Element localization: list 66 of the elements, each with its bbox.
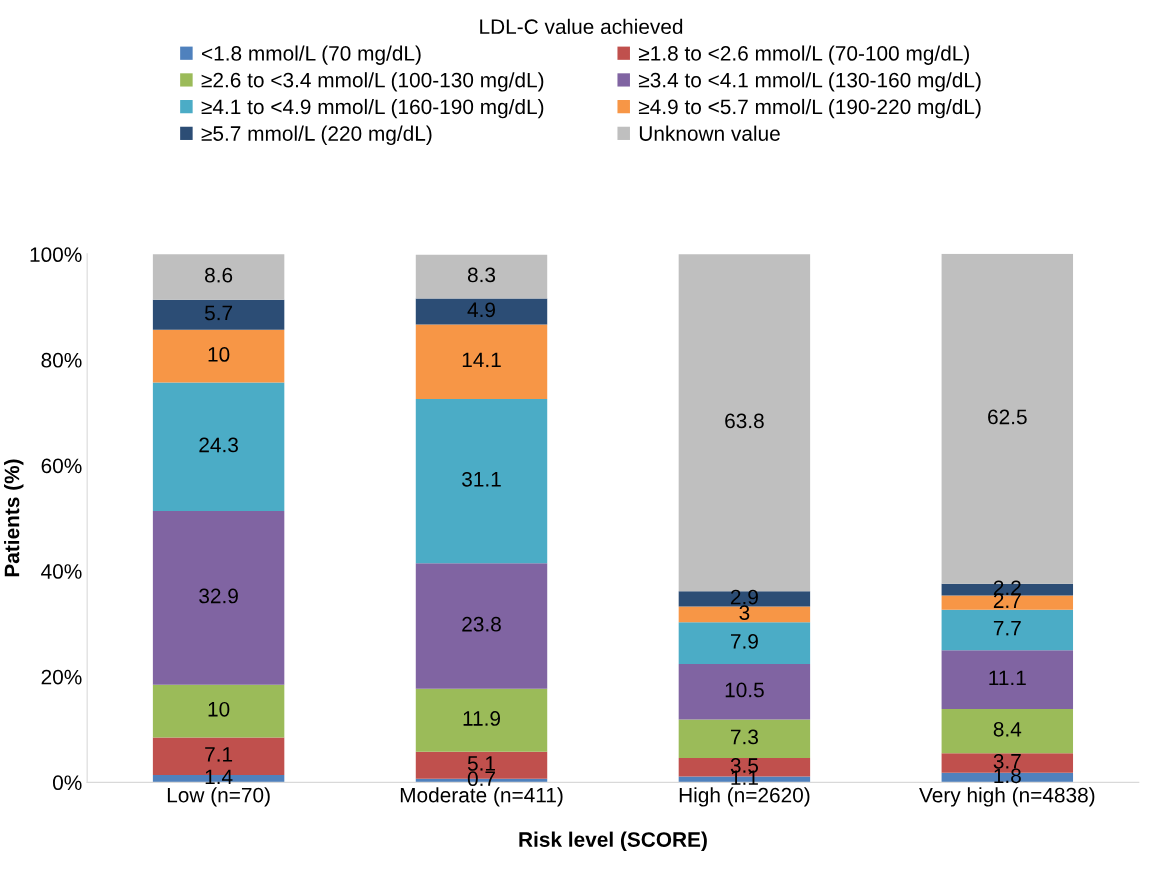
legend-title: LDL-C value achieved	[480, 18, 683, 35]
bar	[415, 688, 548, 752]
bar	[678, 664, 811, 720]
bar	[678, 606, 811, 623]
bar	[678, 719, 811, 759]
y-axis-title: Patients (%)	[4, 459, 24, 577]
data-label: 11.9	[463, 711, 501, 726]
legend-label: ≥1.8 to <2.6 mmol/L (70-100 mg/dL)	[638, 45, 969, 65]
legend-label: ≥4.1 to <4.9 mmol/L (160-190 mg/dL)	[201, 98, 544, 119]
data-label: 5.7	[204, 305, 233, 321]
data-label: 7.7	[993, 621, 1021, 636]
data-label: 23.8	[462, 616, 501, 632]
data-label: 10	[208, 701, 230, 717]
bar	[152, 382, 285, 511]
data-label: 8.6	[205, 267, 233, 283]
y-tick-label: 40%	[41, 564, 82, 579]
legend-label: ≥5.7 mmol/L (220 mg/dL)	[201, 125, 432, 146]
bar	[152, 684, 285, 738]
legend-label: Unknown value	[639, 125, 780, 141]
data-label: 8.4	[993, 721, 1022, 737]
bar	[941, 708, 1074, 754]
x-tick-label: Low (n=70)	[167, 787, 270, 807]
data-label: 3.7	[993, 753, 1021, 769]
x-tick-label: Moderate (n=411)	[400, 787, 563, 807]
bar	[415, 254, 548, 299]
data-label: 62.5	[988, 409, 1027, 425]
data-label: 31.1	[462, 471, 501, 487]
bar	[152, 329, 285, 383]
x-axis-title: Risk level (SCORE)	[519, 831, 707, 852]
data-label: 7.3	[730, 729, 758, 745]
data-label: 7.1	[205, 747, 233, 762]
bar	[152, 510, 285, 685]
bar	[152, 299, 285, 330]
y-tick-label: 100%	[30, 247, 82, 263]
data-label: 10	[208, 347, 230, 362]
y-tick-label: 60%	[41, 458, 82, 474]
legend-label: ≥3.4 to <4.1 mmol/L (130-160 mg/dL)	[638, 72, 981, 92]
bar	[152, 254, 285, 300]
data-label: 5.1	[467, 756, 495, 771]
legend-label: <1.8 mmol/L (70 mg/dL)	[202, 45, 421, 65]
legend-label: ≥4.9 to <5.7 mmol/L (190-220 mg/dL)	[638, 98, 981, 119]
bar	[941, 650, 1074, 709]
bar	[415, 324, 548, 399]
bar	[941, 609, 1074, 651]
bar	[415, 398, 548, 564]
y-tick-label: 0%	[52, 775, 82, 791]
y-tick-label: 80%	[41, 352, 82, 368]
data-label: 14.1	[462, 352, 501, 368]
data-label: 32.9	[199, 588, 238, 604]
bar	[941, 595, 1074, 610]
data-label: 7.9	[730, 634, 758, 649]
data-label: 63.8	[725, 413, 764, 429]
data-label: 8.3	[467, 267, 496, 283]
data-label: 10.5	[725, 682, 764, 698]
data-label: 24.3	[199, 437, 238, 453]
bar	[415, 298, 548, 325]
legend-label: ≥2.6 to <3.4 mmol/L (100-130 mg/dL)	[201, 72, 544, 92]
data-label: 4.9	[467, 302, 495, 318]
bar	[415, 563, 548, 689]
x-tick-label: Very high (n=4838)	[919, 787, 1095, 807]
data-label: 2.9	[730, 589, 758, 605]
x-tick-label: High (n=2620)	[679, 787, 810, 807]
y-tick-label: 20%	[41, 669, 82, 685]
data-label: 11.1	[989, 670, 1026, 686]
bar	[678, 622, 811, 665]
data-label: 3	[739, 605, 750, 620]
